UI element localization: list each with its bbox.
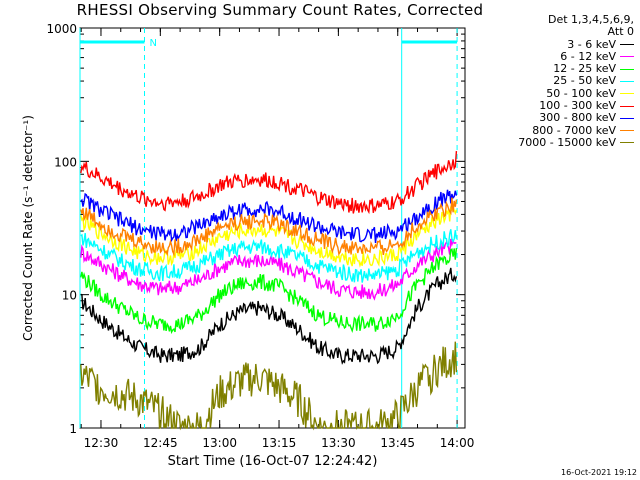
legend-item: 50 - 100 keV [518, 86, 634, 100]
series-line [80, 248, 458, 335]
x-tick-label: 12:30 [84, 436, 119, 450]
chart-title: RHESSI Observing Summary Count Rates, Co… [76, 1, 484, 19]
series-line [80, 189, 458, 243]
legend-label: 50 - 100 keV [546, 86, 616, 100]
legend-label: 12 - 25 keV [553, 62, 616, 76]
legend-swatch [620, 93, 634, 95]
series-line [80, 267, 458, 365]
x-tick-label: 13:00 [202, 436, 237, 450]
series-line [80, 238, 457, 301]
legend-label: 25 - 50 keV [553, 74, 616, 88]
legend-swatch [620, 80, 634, 82]
legend-header-detectors: Det 1,3,4,5,6,9, [547, 13, 634, 26]
y-tick-label: 100 [54, 155, 77, 169]
x-axis-label: Start Time (16-Oct-07 12:24:42) [168, 454, 378, 469]
x-tick-label: 13:15 [262, 436, 297, 450]
legend-swatch [620, 44, 634, 46]
night-label: N [149, 38, 156, 49]
series-line [80, 229, 458, 283]
series-line [80, 197, 458, 257]
plot-timestamp: 16-Oct-2021 19:12 [561, 468, 637, 477]
x-tick-label: 13:30 [321, 436, 356, 450]
y-axis-label: Corrected Count Rate (s⁻¹ detector⁻¹) [21, 115, 35, 341]
legend-label: 6 - 12 keV [560, 49, 616, 63]
legend-item: 3 - 6 keV [518, 37, 634, 51]
legend-item: 100 - 300 keV [518, 99, 634, 113]
legend-label: 3 - 6 keV [567, 37, 616, 51]
legend-label: 100 - 300 keV [539, 99, 616, 113]
legend-swatch [620, 142, 634, 144]
x-tick-label: 13:45 [380, 436, 415, 450]
legend-swatch [620, 105, 634, 107]
series-line [80, 151, 458, 215]
y-tick-label: 1000 [46, 22, 77, 36]
chart-legend: Det 1,3,4,5,6,9, Att 0 3 - 6 keV 6 - 12 k… [518, 13, 634, 149]
legend-label: 300 - 800 keV [539, 111, 616, 125]
legend-swatch [620, 130, 634, 132]
y-tick-label: 1 [69, 422, 77, 436]
y-tick-label: 10 [62, 289, 77, 303]
legend-item: 300 - 800 keV [518, 112, 634, 124]
legend-swatch [620, 56, 634, 58]
x-tick-label: 14:00 [440, 436, 475, 450]
legend-label: 7000 - 15000 keV [518, 135, 616, 149]
series-line [80, 341, 458, 431]
series-line [80, 205, 458, 268]
legend-item: 800 - 7000 keV [518, 123, 634, 137]
legend-swatch [620, 68, 634, 70]
x-tick-label: 12:45 [143, 436, 178, 450]
legend-item: 12 - 25 keV [518, 63, 634, 75]
legend-swatch [620, 117, 634, 119]
legend-item: 7000 - 15000 keV [518, 135, 634, 149]
legend-item: 6 - 12 keV [518, 49, 634, 63]
legend-label: 800 - 7000 keV [532, 123, 616, 137]
legend-header-attenuator: Att 0 [607, 25, 634, 39]
legend-item: 25 - 50 keV [518, 75, 634, 87]
